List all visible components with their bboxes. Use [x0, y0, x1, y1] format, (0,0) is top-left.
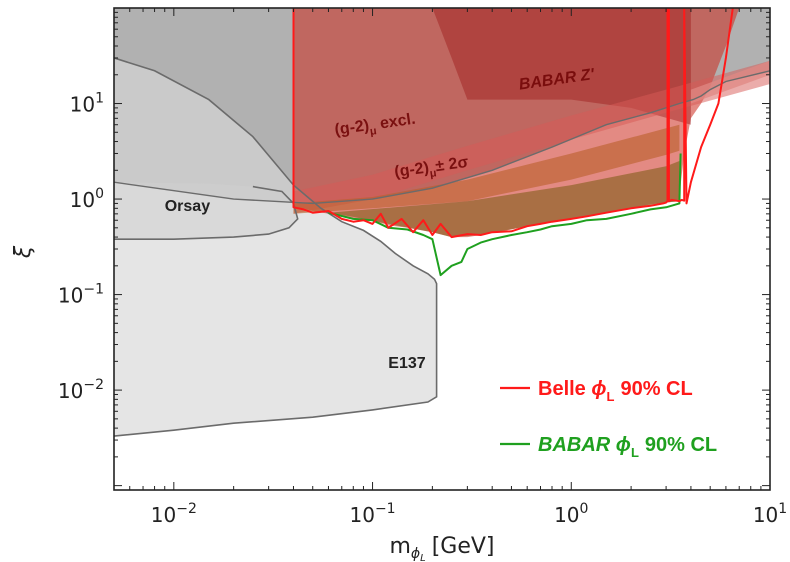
series-line-babar: [328, 153, 682, 277]
legend-label-belle: Belle ϕL 90% CL: [538, 378, 693, 404]
region-light-gray-outline: [114, 57, 438, 437]
region-light-gray-exclusion: [114, 57, 437, 437]
annotation-g-2-excl: (g-2)μ excl.: [334, 111, 418, 143]
x-axis-label-sub: ϕ: [411, 546, 420, 562]
x-axis-label: mϕL [GeV]: [389, 534, 494, 562]
x-tick-label: 101: [753, 501, 787, 527]
y-tick-label: 101: [70, 91, 104, 117]
region-dark-gray-outline: [114, 70, 770, 205]
y-tick-label: 10−2: [58, 377, 104, 403]
annotation-g-2-2: (g-2)μ± 2σ: [393, 154, 470, 185]
region-orsay-region: [114, 182, 298, 240]
y-tick-label: 10−1: [58, 282, 104, 308]
x-tick-label: 10−1: [350, 501, 396, 527]
y-axis-label: ξ: [11, 245, 36, 259]
x-axis-label-main: m: [389, 534, 410, 559]
x-axis-label-unit: [GeV]: [432, 534, 495, 559]
chart-regions: [114, 8, 770, 437]
axis-ticks: 10−2 10−1 100 101 10−2 10−1 100 101: [58, 7, 787, 527]
legend-label-babar: BABAR ϕL 90% CL: [538, 434, 717, 460]
y-tick-label: 100: [70, 186, 104, 212]
region-babar-zprime: [432, 8, 691, 125]
x-tick-label: 100: [554, 501, 588, 527]
series-line-belle: [292, 8, 734, 239]
region-olive-fill: [328, 161, 680, 238]
region-g2-band-upper: [293, 60, 770, 214]
annotation-orsay: Orsay: [165, 198, 210, 215]
region-g2-band-right-tail: [690, 60, 770, 104]
chart-series: [292, 8, 734, 277]
annotation-e137: E137: [388, 355, 425, 372]
x-axis-label-subsub: L: [420, 553, 426, 562]
region-g2-band-lower: [293, 124, 680, 214]
region-orsay-outline: [114, 185, 299, 240]
legend: Belle ϕL 90% CL BABAR ϕL 90% CL: [500, 378, 717, 460]
x-tick-label: 10−2: [151, 501, 197, 527]
